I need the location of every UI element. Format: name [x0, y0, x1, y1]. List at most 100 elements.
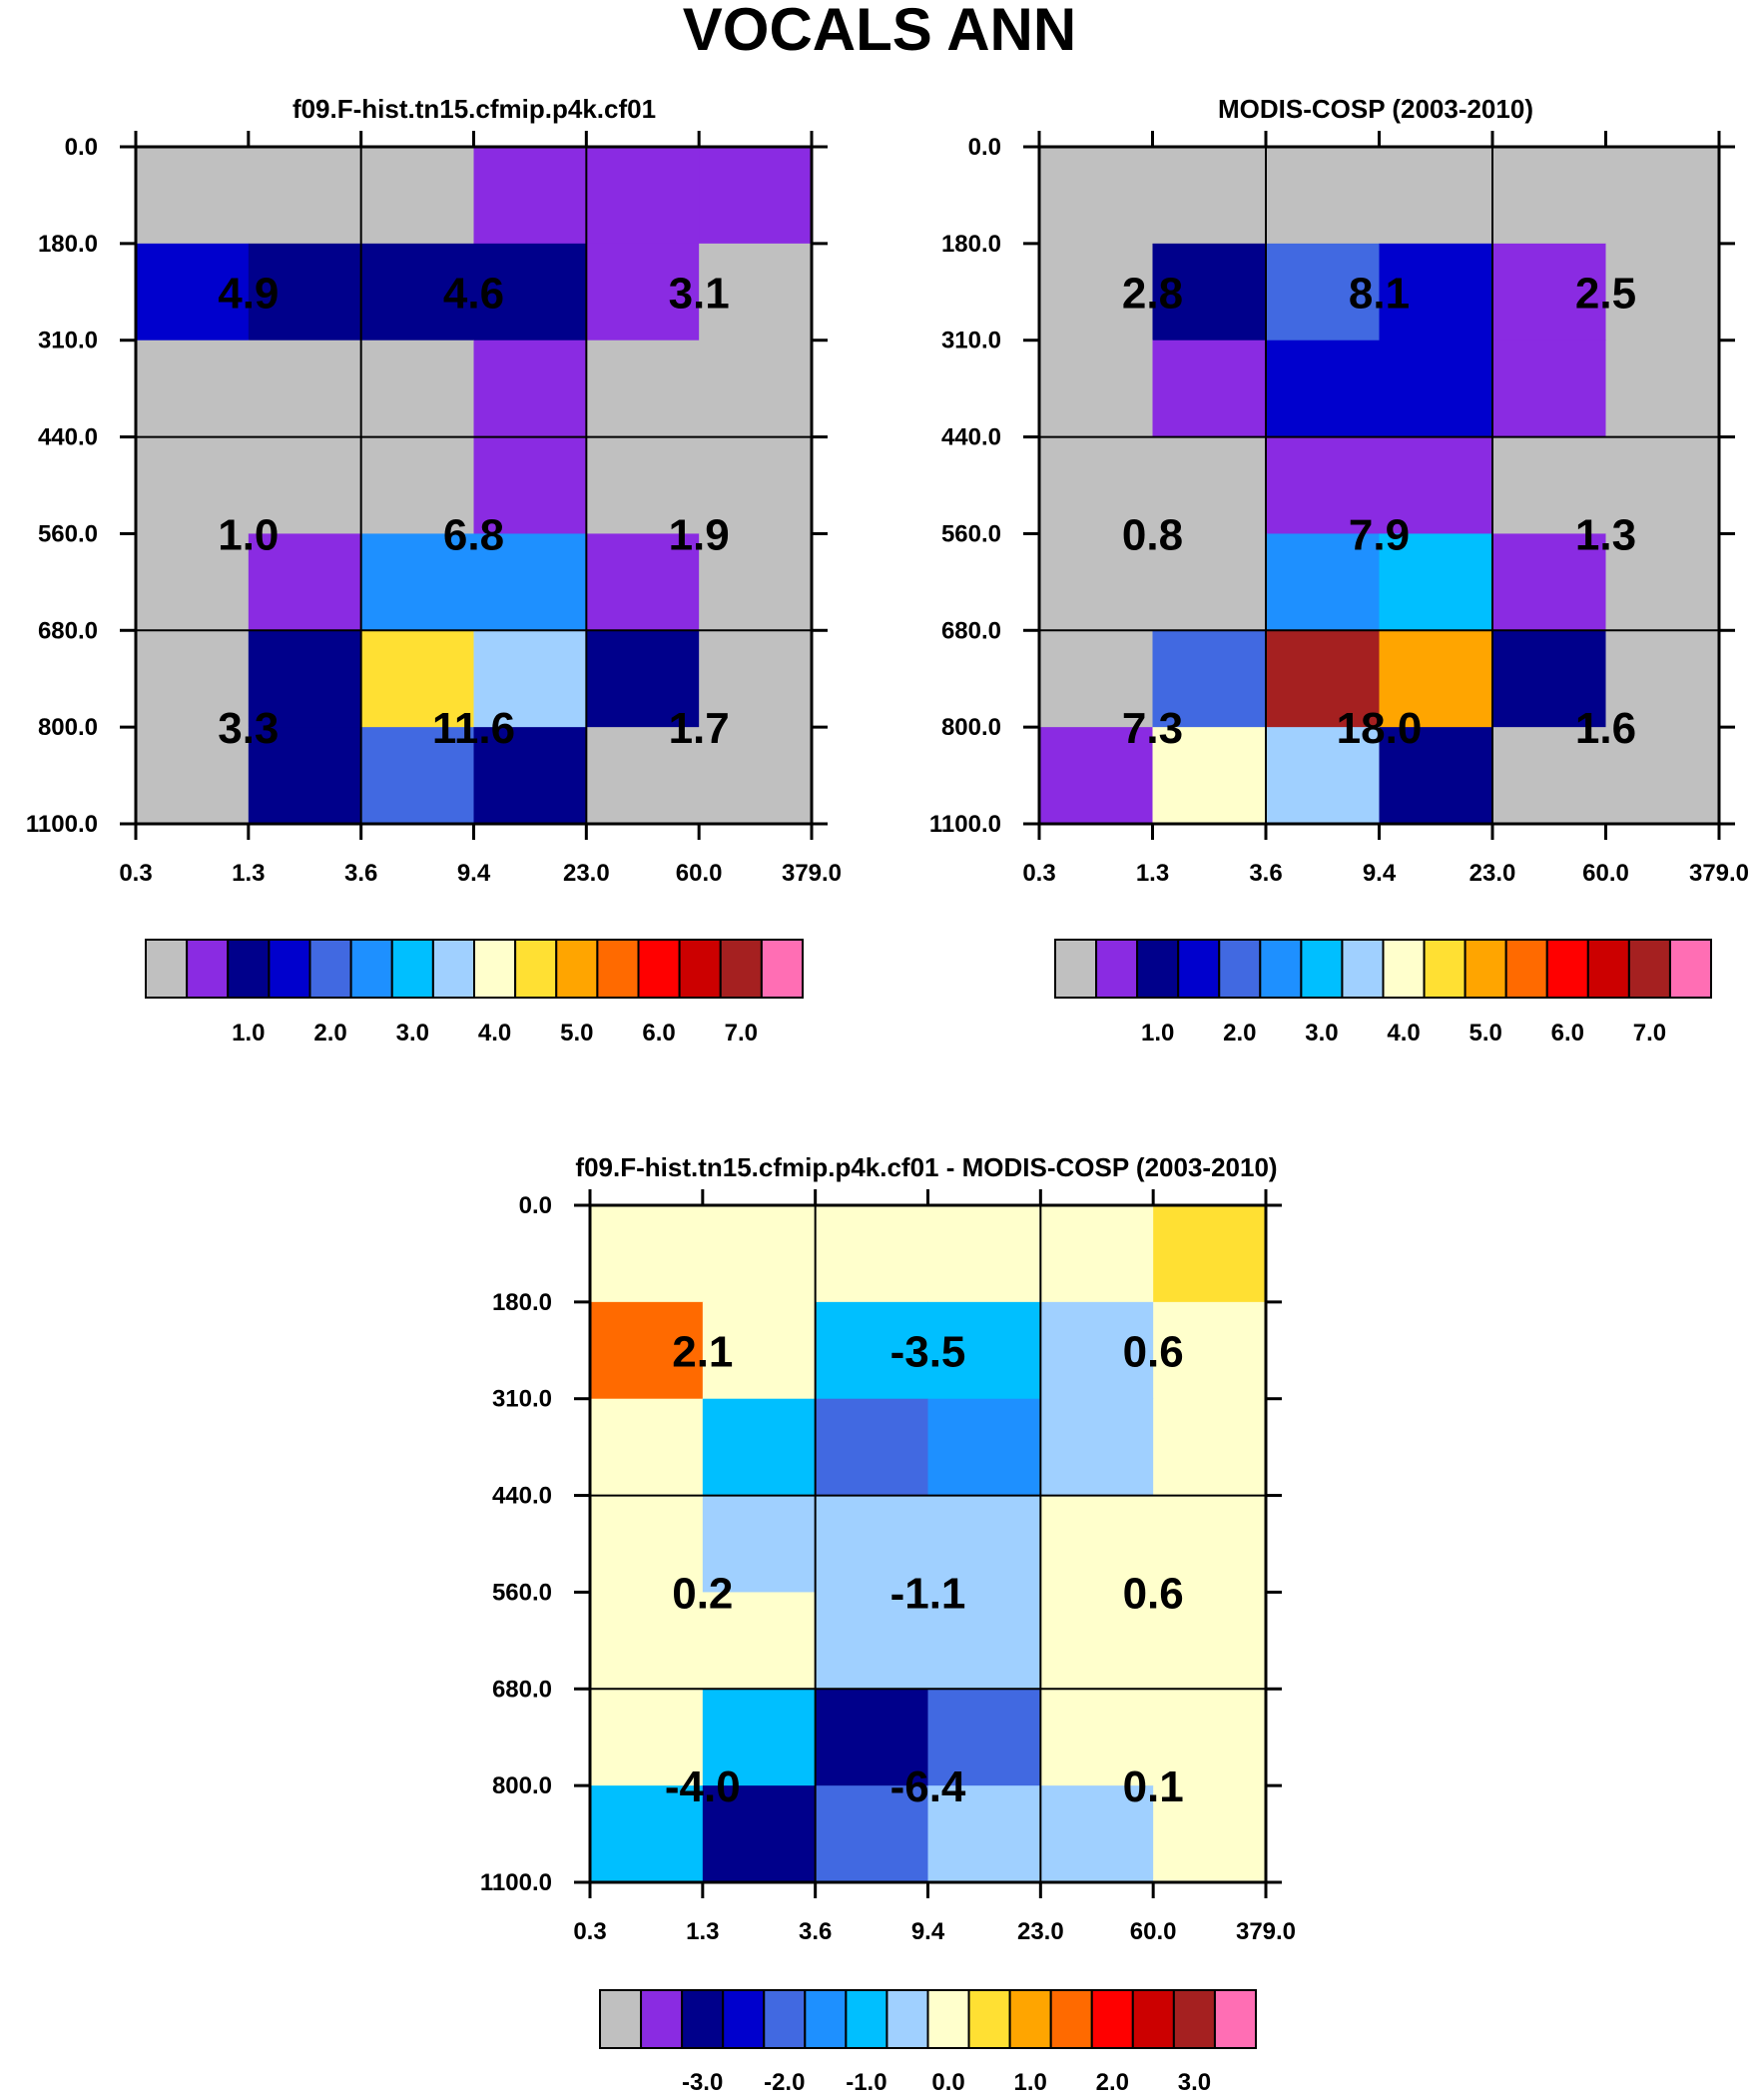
colorbar-swatch	[145, 939, 189, 999]
heatmap-cell	[586, 630, 700, 728]
x-tick-label: 0.3	[1022, 860, 1055, 887]
group-value-label: 2.8	[1122, 269, 1183, 318]
heatmap-cell	[136, 436, 250, 534]
heatmap-cell	[699, 533, 813, 631]
colorbar-swatch	[1049, 1989, 1093, 2049]
panel-obs-colorbar: 1.0 2.0 3.0 4.0 5.0 6.0 7.0	[1054, 939, 1712, 1047]
heatmap-cell	[699, 727, 813, 825]
panel-diff-title: f09.F-hist.tn15.cfmip.p4k.cf01 - MODIS-C…	[575, 1152, 1277, 1182]
heatmap-cell	[815, 1785, 928, 1883]
heatmap-cell	[360, 630, 474, 728]
heatmap-cell	[1379, 436, 1493, 534]
colorbar-swatch	[1504, 939, 1548, 999]
heatmap-cell	[473, 727, 587, 825]
heatmap-cell	[1152, 340, 1267, 438]
heatmap-cell	[702, 1205, 817, 1303]
colorbar-swatch	[1627, 939, 1671, 999]
group-value-label: 7.3	[1122, 704, 1183, 753]
colorbar-swatch	[1172, 1989, 1216, 2049]
heatmap-cell	[1266, 340, 1380, 438]
y-tick-label: 1100.0	[480, 1869, 552, 1896]
colorbar-label: 5.0	[560, 1020, 593, 1047]
heatmap-cell	[1379, 147, 1493, 245]
heatmap-cell	[1039, 533, 1153, 631]
y-tick-label: 560.0	[38, 520, 98, 547]
heatmap-cell	[586, 436, 700, 534]
heatmap-cell	[1266, 147, 1380, 245]
heatmap-cell	[1153, 1301, 1267, 1400]
colorbar-swatch	[1668, 939, 1712, 999]
heatmap-cell	[1152, 630, 1267, 728]
colorbar-swatch	[885, 1989, 929, 2049]
colorbar-label: 7.0	[1633, 1020, 1666, 1047]
colorbar-swatch	[390, 939, 434, 999]
y-tick-label: 440.0	[941, 424, 1001, 451]
colorbar-swatch	[1545, 939, 1589, 999]
colorbar-swatch	[1586, 939, 1630, 999]
heatmap-cell	[1039, 630, 1153, 728]
colorbar-label: 3.0	[1178, 2069, 1211, 2096]
panel-obs-title: MODIS-COSP (2003-2010)	[1218, 94, 1533, 124]
group-value-label: 1.3	[1575, 510, 1636, 559]
heatmap-cell	[1492, 243, 1606, 342]
heatmap-cell	[1040, 1301, 1154, 1400]
colorbar-swatch	[186, 939, 230, 999]
heatmap-cell	[1152, 533, 1267, 631]
group-value-label: 0.2	[672, 1569, 733, 1618]
y-tick-label: 310.0	[941, 328, 1001, 354]
group-value-label: 7.9	[1349, 510, 1410, 559]
heatmap-cell	[702, 1592, 817, 1690]
heatmap-cell	[699, 630, 813, 728]
heatmap-cell	[927, 1592, 1041, 1690]
heatmap-cell	[1605, 630, 1720, 728]
heatmap-cell	[699, 147, 813, 245]
heatmap-cell	[360, 727, 474, 825]
heatmap-cell	[590, 1398, 704, 1497]
x-tick-label: 379.0	[782, 860, 842, 887]
y-tick-label: 440.0	[38, 424, 98, 451]
heatmap-cell	[473, 243, 587, 342]
heatmap-cell	[1492, 147, 1606, 245]
colorbar-label: 7.0	[725, 1020, 758, 1047]
heatmap-cell	[586, 340, 700, 438]
colorbar-label: 3.0	[396, 1020, 429, 1047]
x-tick-label: 60.0	[1130, 1918, 1177, 1945]
heatmap-cell	[360, 436, 474, 534]
x-tick-label: 23.0	[1017, 1918, 1064, 1945]
colorbar-swatch	[1177, 939, 1221, 999]
heatmap-cell	[473, 533, 587, 631]
group-value-label: 1.9	[669, 510, 730, 559]
panel-model-plot: 0.0 180.0 310.0 440.0 560.0 680.0 800.0 1100.0 0…	[26, 131, 842, 887]
colorbar-label: 4.0	[1387, 1020, 1420, 1047]
heatmap-cell	[473, 630, 587, 728]
y-tick-label: 800.0	[38, 714, 98, 741]
heatmap-cell	[815, 1592, 928, 1690]
panel-model-title: f09.F-hist.tn15.cfmip.p4k.cf01	[293, 94, 656, 124]
group-value-label: 1.7	[669, 704, 730, 753]
colorbar-swatch	[926, 1989, 970, 2049]
colorbar-swatch	[308, 939, 352, 999]
heatmap-cell	[1492, 533, 1606, 631]
heatmap-cell	[927, 1398, 1041, 1497]
heatmap-cell	[248, 243, 362, 342]
heatmap-cell	[1266, 727, 1380, 825]
group-value-label: 6.8	[443, 510, 504, 559]
x-tick-label: 0.3	[573, 1918, 606, 1945]
x-tick-label: 60.0	[1582, 860, 1629, 887]
y-tick-label: 1100.0	[26, 811, 98, 838]
y-tick-label: 560.0	[941, 520, 1001, 547]
colorbar-swatch	[763, 1989, 807, 2049]
heatmap-cell	[1153, 1689, 1267, 1786]
panel-model: f09.F-hist.tn15.cfmip.p4k.cf01 0.0 180.0 3…	[26, 94, 842, 1047]
heatmap-cell	[1266, 243, 1380, 342]
colorbar-swatch	[1259, 939, 1303, 999]
heatmap-cell	[1040, 1495, 1154, 1593]
colorbar-swatch	[1090, 1989, 1134, 2049]
heatmap-cell	[1492, 340, 1606, 438]
group-value-label: 4.6	[443, 269, 504, 318]
colorbar-swatch	[431, 939, 475, 999]
heatmap-cell	[360, 147, 474, 245]
panel-obs-plot: 0.0 180.0 310.0 440.0 560.0 680.0 800.0 1100.0 0…	[929, 131, 1749, 887]
colorbar-label: 3.0	[1305, 1020, 1338, 1047]
y-tick-label: 680.0	[38, 617, 98, 644]
